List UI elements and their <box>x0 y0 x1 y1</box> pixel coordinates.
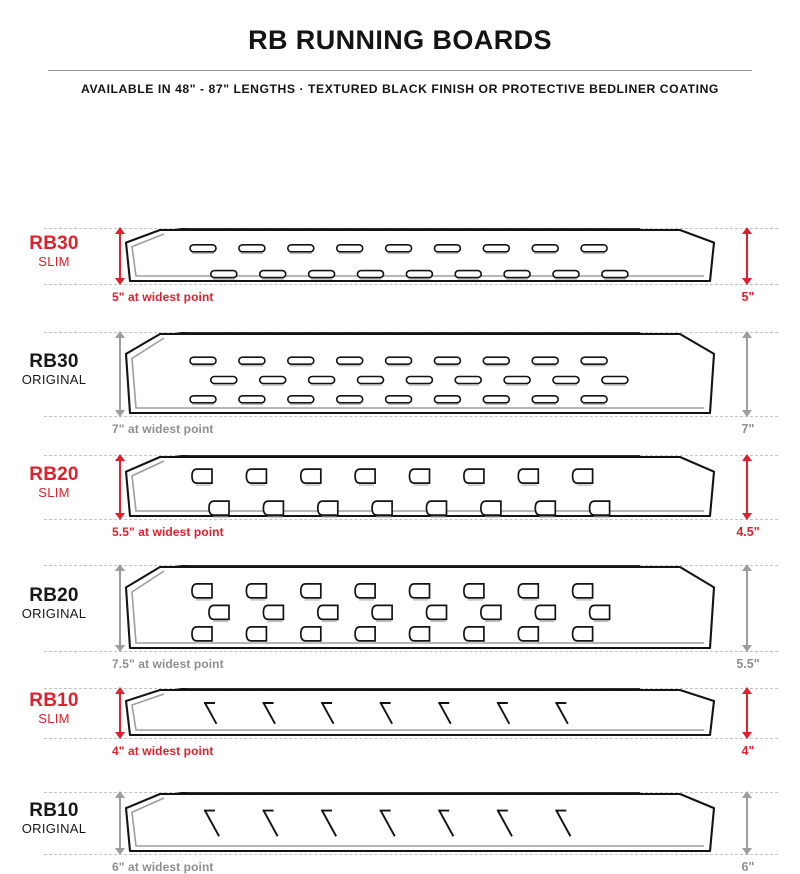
arrowhead-down-icon <box>115 731 125 739</box>
widest-point-caption: 4" at widest point <box>112 743 214 758</box>
product-label-rb30-slim: RB30 SLIM <box>0 232 108 271</box>
width-dimension-arrow <box>115 563 125 652</box>
page-title: RB RUNNING BOARDS <box>248 25 552 55</box>
dimension-shaft <box>746 331 748 416</box>
height-value: 6" <box>741 859 755 874</box>
product-model: RB10 <box>29 799 79 821</box>
product-label-rb10-original: RB10 ORIGINAL <box>0 799 108 838</box>
arrowhead-down-icon <box>115 512 125 520</box>
running-board-illustration-rb20-slim <box>120 454 720 523</box>
arrowhead-up-icon <box>742 226 752 234</box>
guide-line-bottom <box>44 518 778 520</box>
arrowhead-down-icon <box>742 277 752 285</box>
dimension-shaft <box>119 331 121 416</box>
arrowhead-down-icon <box>742 731 752 739</box>
height-dimension-arrow <box>742 686 752 739</box>
arrowhead-up-icon <box>115 563 125 571</box>
arrowhead-up-icon <box>742 330 752 338</box>
product-variant: ORIGINAL <box>21 820 87 836</box>
height-dimension-arrow <box>742 790 752 855</box>
width-dimension-arrow <box>115 686 125 739</box>
dimension-shaft <box>746 454 748 519</box>
widest-point-caption: 7.5" at widest point <box>112 656 224 671</box>
running-board-illustration-rb10-slim <box>120 687 720 742</box>
width-dimension-arrow <box>115 330 125 417</box>
arrowhead-up-icon <box>115 686 125 694</box>
height-value: 4.5" <box>736 524 760 539</box>
height-dimension-arrow <box>742 226 752 285</box>
height-dimension-arrow <box>742 453 752 520</box>
width-dimension-arrow <box>115 226 125 285</box>
guide-line-bottom <box>44 650 778 652</box>
arrowhead-down-icon <box>742 847 752 855</box>
arrowhead-up-icon <box>115 226 125 234</box>
page-header: RB RUNNING BOARDS AVAILABLE IN 48" - 87"… <box>0 0 800 96</box>
arrowhead-up-icon <box>115 330 125 338</box>
arrowhead-down-icon <box>742 409 752 417</box>
arrowhead-up-icon <box>742 790 752 798</box>
guide-line-bottom <box>44 283 778 285</box>
product-label-rb20-original: RB20 ORIGINAL <box>0 584 108 623</box>
widest-point-caption: 7" at widest point <box>112 421 214 436</box>
guide-line-bottom <box>44 415 778 417</box>
arrowhead-down-icon <box>742 512 752 520</box>
arrowhead-up-icon <box>742 563 752 571</box>
arrowhead-down-icon <box>115 277 125 285</box>
dimension-shaft <box>746 227 748 284</box>
height-value: 5" <box>741 289 755 304</box>
product-model: RB10 <box>29 689 79 711</box>
height-value: 5.5" <box>736 656 760 671</box>
product-label-rb30-original: RB30 ORIGINAL <box>0 350 108 389</box>
product-variant: ORIGINAL <box>21 605 87 621</box>
arrowhead-down-icon <box>115 409 125 417</box>
running-board-illustration-rb10-original <box>120 791 720 858</box>
dimension-shaft <box>119 687 121 738</box>
height-value: 7" <box>741 421 755 436</box>
product-variant: SLIM <box>38 253 70 269</box>
guide-line-bottom <box>44 737 778 739</box>
height-dimension-arrow <box>742 330 752 417</box>
running-board-illustration-rb20-original <box>120 564 720 655</box>
arrowhead-up-icon <box>742 686 752 694</box>
arrowhead-up-icon <box>115 790 125 798</box>
product-variant: ORIGINAL <box>21 371 87 387</box>
arrowhead-down-icon <box>115 644 125 652</box>
widest-point-caption: 6" at widest point <box>112 859 214 874</box>
arrowhead-up-icon <box>742 453 752 461</box>
product-label-rb20-slim: RB20 SLIM <box>0 463 108 502</box>
header-divider <box>48 69 752 71</box>
height-dimension-arrow <box>742 563 752 652</box>
product-variant: SLIM <box>38 710 70 726</box>
dimension-shaft <box>746 687 748 738</box>
dimension-shaft <box>746 564 748 651</box>
widest-point-caption: 5.5" at widest point <box>112 524 224 539</box>
arrowhead-down-icon <box>742 644 752 652</box>
widest-point-caption: 5" at widest point <box>112 289 214 304</box>
height-value: 4" <box>741 743 755 758</box>
running-board-illustration-rb30-slim <box>120 227 720 288</box>
product-model: RB30 <box>29 232 79 254</box>
product-model: RB20 <box>29 584 79 606</box>
page-subtitle: AVAILABLE IN 48" - 87" LENGTHS · TEXTURE… <box>81 81 719 96</box>
product-label-rb10-slim: RB10 SLIM <box>0 689 108 728</box>
dimension-shaft <box>119 454 121 519</box>
product-model: RB30 <box>29 350 79 372</box>
dimension-shaft <box>746 791 748 854</box>
dimension-shaft <box>119 227 121 284</box>
arrowhead-up-icon <box>115 453 125 461</box>
dimension-shaft <box>119 564 121 651</box>
product-model: RB20 <box>29 463 79 485</box>
running-board-illustration-rb30-original <box>120 331 720 420</box>
product-variant: SLIM <box>38 484 70 500</box>
width-dimension-arrow <box>115 453 125 520</box>
